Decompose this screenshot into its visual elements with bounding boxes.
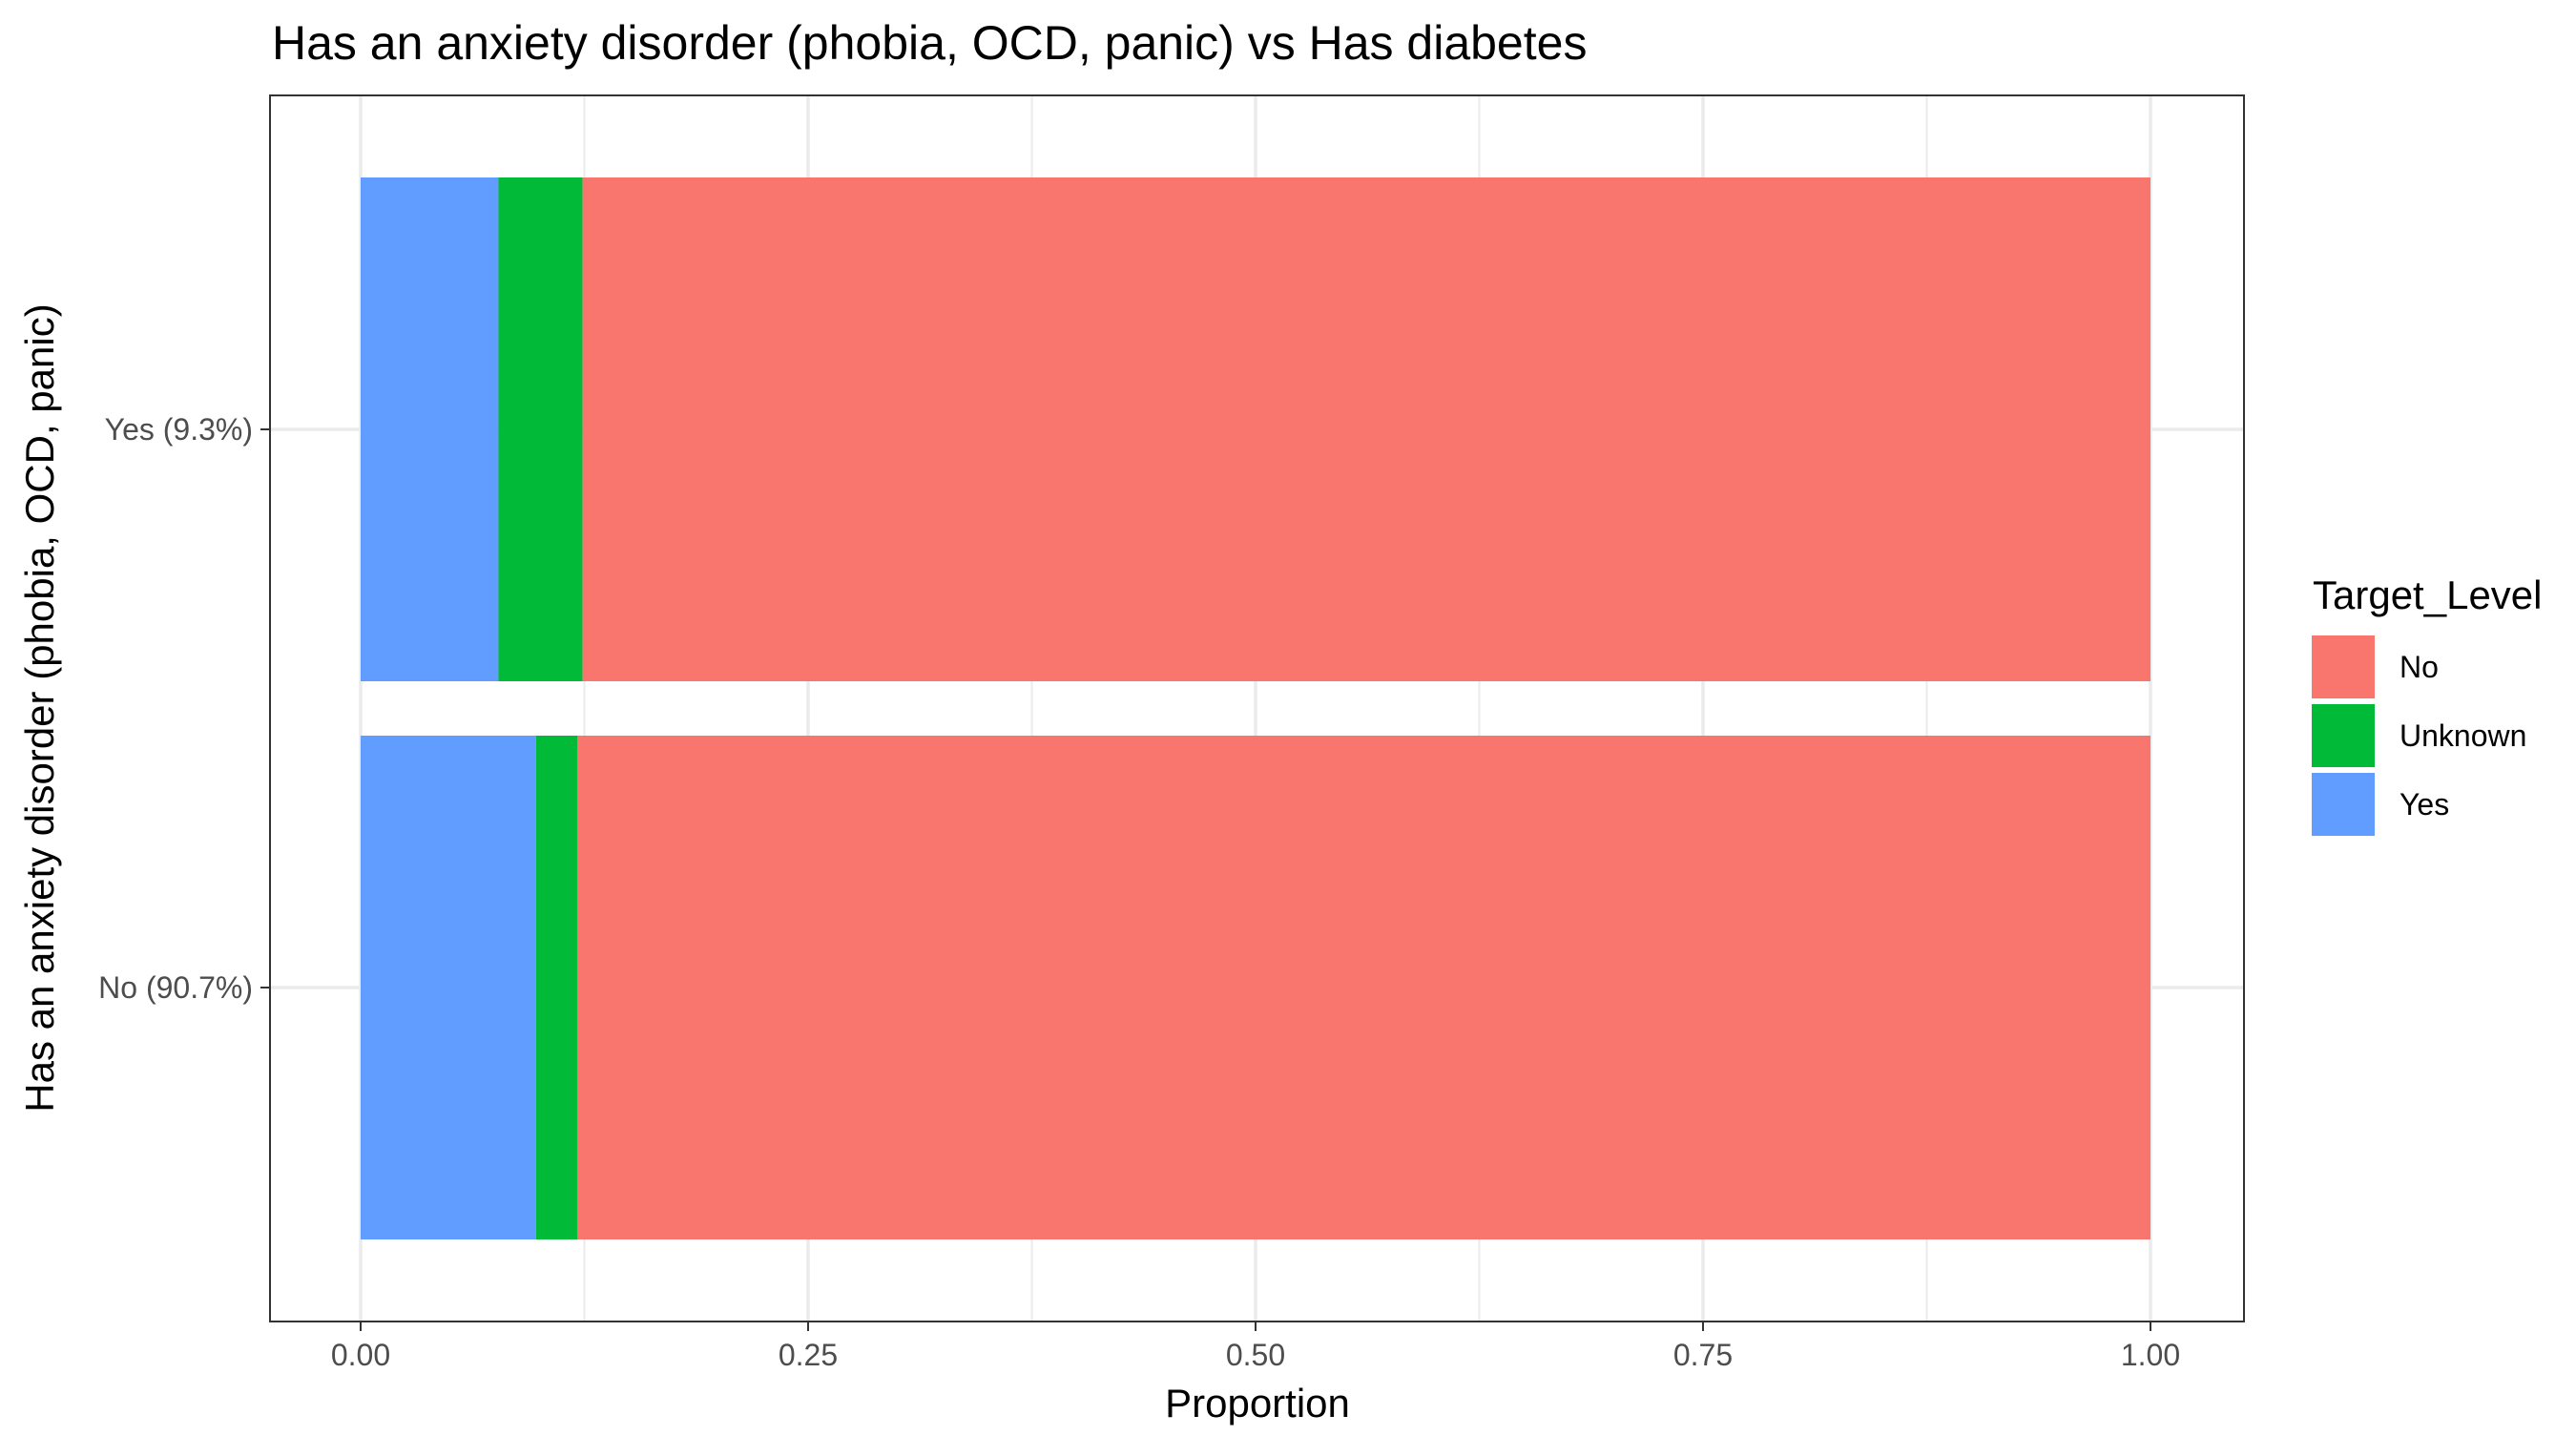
x-axis: 0.00 0.25 0.50 0.75 1.00: [331, 1322, 2180, 1372]
x-tick-label: 0.75: [1673, 1338, 1733, 1372]
x-tick-label: 0.50: [1226, 1338, 1285, 1372]
x-tick-label: 1.00: [2121, 1338, 2180, 1372]
bar-segment-no-no: [576, 736, 2150, 1239]
legend: Target_Level No Unknown Yes: [2312, 572, 2543, 836]
legend-key-yes: [2312, 773, 2375, 836]
legend-key-unknown: [2312, 704, 2375, 767]
bar-segment-no-yes: [582, 177, 2150, 681]
legend-title: Target_Level: [2313, 572, 2543, 617]
bars: [361, 177, 2150, 1239]
legend-key-no: [2312, 635, 2375, 698]
bar-segment-unknown-yes: [498, 177, 583, 681]
x-tick-label: 0.00: [331, 1338, 390, 1372]
legend-label-yes: Yes: [2399, 787, 2449, 822]
y-axis-title: Has an anxiety disorder (phobia, OCD, pa…: [17, 303, 62, 1112]
plot-panel-border: [269, 94, 2245, 1322]
legend-label-unknown: Unknown: [2399, 718, 2526, 753]
bar-segment-yes-yes: [361, 177, 499, 681]
bar-segment-yes-no: [361, 736, 536, 1239]
x-axis-title: Proportion: [1165, 1381, 1350, 1426]
y-tick-label: No (90.7%): [98, 970, 253, 1005]
y-tick-label: Yes (9.3%): [105, 412, 253, 447]
x-tick-label: 0.25: [779, 1338, 838, 1372]
y-axis: No (90.7%) Yes (9.3%): [98, 412, 270, 1005]
legend-items: No Unknown Yes: [2312, 635, 2526, 836]
bar-segment-unknown-no: [535, 736, 577, 1239]
legend-label-no: No: [2399, 650, 2439, 684]
chart-title: Has an anxiety disorder (phobia, OCD, pa…: [272, 16, 1587, 70]
